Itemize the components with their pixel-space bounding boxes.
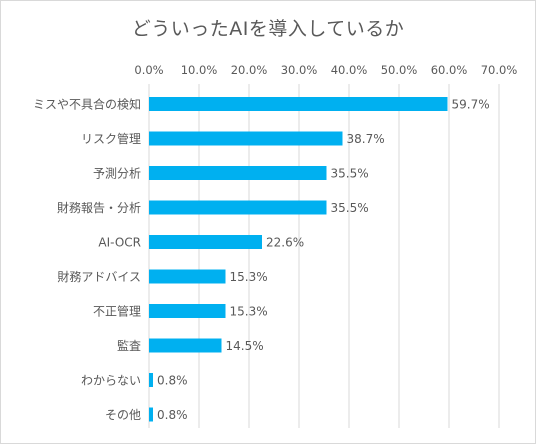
x-tick-label: 30.0% — [281, 63, 318, 77]
bars — [149, 97, 448, 422]
x-tick-label: 70.0% — [481, 63, 518, 77]
x-tick-label: 50.0% — [381, 63, 418, 77]
category-label: その他 — [105, 408, 141, 422]
x-tick-label: 10.0% — [181, 63, 218, 77]
category-label: AI-OCR — [98, 236, 141, 250]
data-label: 14.5% — [226, 339, 264, 353]
chart-title: どういったAIを導入しているか — [131, 18, 405, 40]
category-label: リスク管理 — [81, 131, 141, 146]
data-label: 35.5% — [331, 167, 369, 181]
x-tick-label: 40.0% — [331, 63, 368, 77]
data-label: 15.3% — [230, 270, 268, 284]
category-label: 財務アドバイス — [57, 269, 141, 284]
category-label: 監査 — [117, 338, 141, 353]
data-label: 0.8% — [157, 408, 188, 422]
bar — [149, 235, 262, 249]
x-axis-ticks: 0.0% 10.0% 20.0% 30.0% 40.0% 50.0% 60.0% 70.0% — [134, 63, 517, 77]
data-labels: 59.7% 38.7% 35.5% 35.5% 22.6% 15.3% 15.3% 14.5%… — [157, 98, 490, 423]
data-label: 35.5% — [331, 201, 369, 215]
data-label: 22.6% — [266, 236, 304, 250]
bar — [149, 407, 153, 422]
bar — [149, 373, 153, 387]
category-label: ミスや不具合の検知 — [33, 97, 141, 112]
bar — [149, 304, 226, 318]
category-label: 不正管理 — [93, 304, 141, 319]
data-label: 38.7% — [347, 132, 385, 146]
x-tick-label: 20.0% — [231, 63, 268, 77]
category-label: わからない — [81, 374, 141, 388]
category-label: 財務報告・分析 — [57, 200, 141, 215]
data-label: 59.7% — [452, 98, 490, 112]
data-label: 0.8% — [157, 374, 188, 388]
bar — [149, 200, 327, 215]
bar — [149, 338, 222, 353]
bar — [149, 131, 343, 146]
bar — [149, 97, 448, 111]
data-label: 15.3% — [230, 305, 268, 319]
gridlines — [148, 84, 500, 428]
category-label: 予測分析 — [93, 167, 141, 181]
bar — [149, 166, 327, 180]
bar — [149, 269, 226, 284]
x-tick-label: 0.0% — [134, 63, 163, 77]
x-tick-label: 60.0% — [431, 63, 468, 77]
